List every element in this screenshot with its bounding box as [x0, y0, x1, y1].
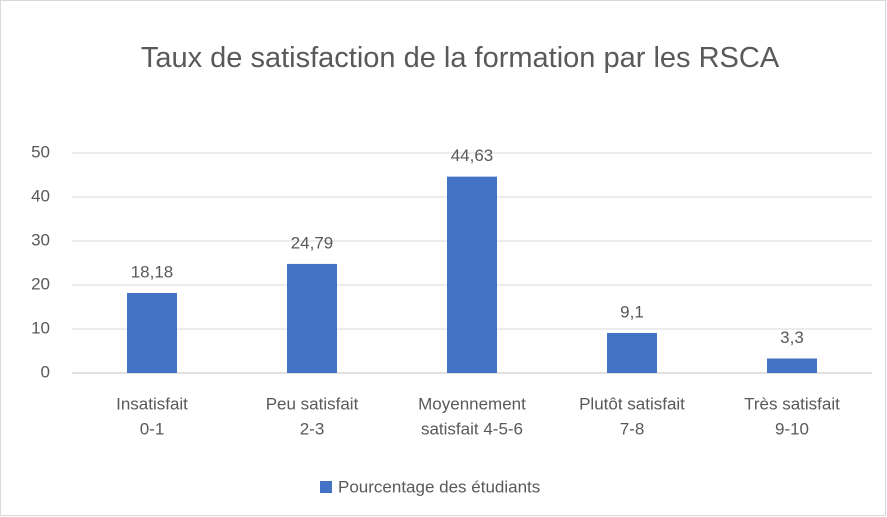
- x-tick-label: Peu satisfait: [266, 394, 359, 413]
- x-tick-label: Moyennement: [418, 394, 526, 413]
- y-tick-label: 10: [31, 318, 50, 337]
- data-label: 24,79: [291, 233, 334, 252]
- bar: [447, 176, 497, 373]
- data-label: 18,18: [131, 262, 174, 281]
- data-label: 3,3: [780, 328, 804, 347]
- x-tick-label: 2-3: [300, 419, 325, 438]
- data-label: 44,63: [451, 146, 494, 165]
- y-tick-label: 30: [31, 230, 50, 249]
- x-tick-label: Insatisfait: [116, 394, 188, 413]
- bar: [127, 293, 177, 373]
- data-label: 9,1: [620, 302, 644, 321]
- x-tick-label: 7-8: [620, 419, 645, 438]
- x-tick-label: 9-10: [775, 419, 809, 438]
- bar: [287, 263, 337, 373]
- legend-label: Pourcentage des étudiants: [338, 477, 540, 496]
- x-tick-label: Très satisfait: [744, 394, 840, 413]
- bar: [767, 358, 817, 373]
- y-tick-label: 50: [31, 142, 50, 161]
- y-tick-label: 40: [31, 186, 50, 205]
- y-tick-label: 20: [31, 274, 50, 293]
- legend-swatch: [320, 481, 332, 493]
- x-tick-label: 0-1: [140, 419, 165, 438]
- y-tick-label: 0: [41, 362, 50, 381]
- x-tick-label: satisfait 4-5-6: [421, 419, 523, 438]
- bar: [607, 332, 657, 373]
- chart-title: Taux de satisfaction de la formation par…: [140, 42, 780, 74]
- x-tick-label: Plutôt satisfait: [579, 394, 685, 413]
